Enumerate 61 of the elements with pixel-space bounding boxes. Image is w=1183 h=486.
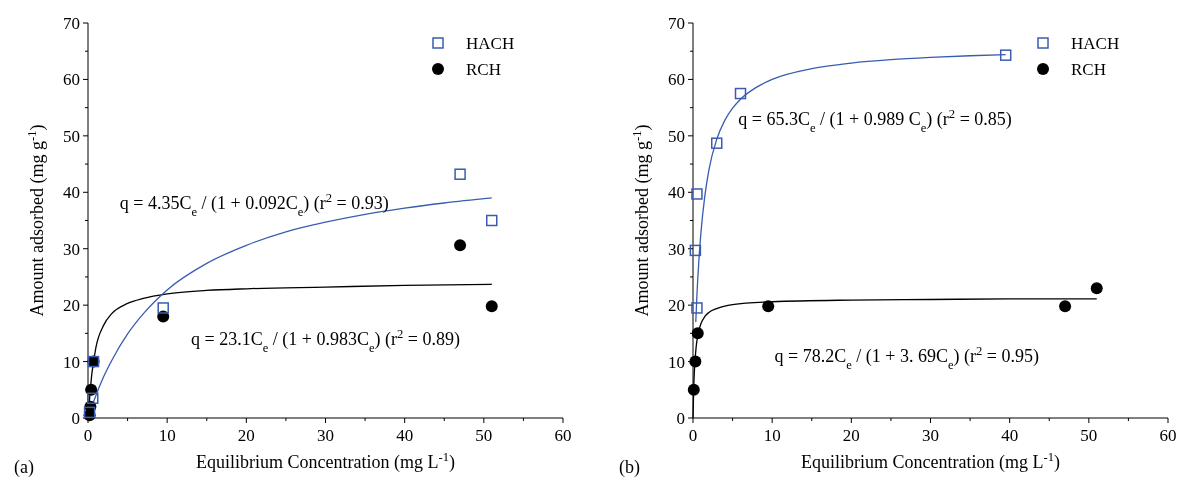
point [485, 300, 498, 313]
legend-label: HACH [1071, 34, 1120, 53]
y-tick-label: 40 [63, 183, 80, 203]
legend-label: RCH [1071, 60, 1106, 79]
point [687, 383, 700, 396]
x-tick-label: 10 [158, 426, 176, 445]
x-axis-title: Equilibrium Concentration (mg L$^{-1}$) [801, 450, 1060, 473]
y-tick-label: 60 [668, 70, 685, 90]
x-tick-label: 50 [475, 426, 493, 445]
text: (a) [14, 457, 34, 478]
text: (b) [619, 457, 640, 478]
x-tick-label: 0 [83, 426, 93, 445]
x-tick-label: 40 [1001, 426, 1019, 445]
x-tick-label: 20 [237, 426, 255, 445]
y-tick-label: 0 [71, 409, 80, 428]
point [1090, 282, 1103, 295]
point [734, 87, 747, 100]
point [1059, 300, 1072, 313]
point [689, 355, 702, 368]
y-tick-label: 70 [668, 14, 685, 33]
y-tick-label: 0 [676, 409, 685, 428]
point [454, 168, 466, 180]
point [762, 300, 775, 313]
point [87, 392, 99, 404]
annotation: q = 78.2C$_{e}$ / (1 + 3. 69C$_{e}$) (r$^{2}$ = 0.95) [774, 343, 1039, 372]
point [486, 214, 498, 227]
y-tick-label: 20 [63, 296, 80, 316]
annotation: q = 65.3C$_{e}$ / (1 + 0.989 C$_{e}$) (r$^{2}$ = 0.85) [738, 106, 1012, 135]
point [689, 244, 702, 257]
y-tick-label: 30 [668, 239, 685, 259]
x-tick-label: 30 [922, 426, 939, 445]
y-tick-label: 50 [668, 126, 685, 146]
x-tick-label: 30 [317, 426, 334, 445]
x-tick-label: 60 [1159, 426, 1177, 445]
y-tick-label: 70 [63, 14, 80, 33]
x-tick-label: 0 [688, 426, 698, 445]
y-tick-label: 20 [668, 296, 685, 316]
y-tick-label: 50 [63, 126, 80, 146]
y-tick-label: 60 [63, 70, 80, 90]
point [711, 137, 723, 149]
x-tick-label: 50 [1080, 426, 1098, 445]
y-tick-label: 10 [63, 352, 80, 372]
point [999, 49, 1012, 61]
y-tick-label: 40 [668, 183, 685, 203]
y-tick-label: 30 [63, 239, 80, 259]
point [85, 383, 98, 396]
legend-label: RCH [466, 60, 501, 79]
point [691, 302, 703, 314]
point [691, 327, 704, 340]
point [691, 188, 703, 200]
legend-label: HACH [466, 34, 515, 53]
point [454, 239, 467, 252]
x-tick-label: 10 [763, 426, 781, 445]
x-axis-title: Equilibrium Concentration (mg L$^{-1}$) [196, 450, 455, 473]
x-tick-label: 20 [842, 426, 860, 445]
x-tick-label: 40 [396, 426, 414, 445]
annotation: q = 23.1C$_{e}$ / (1 + 0.983C$_{e}$) (r$^{2}$ = 0.89) [191, 326, 460, 355]
annotation: q = 4.35C$_{e}$ / (1 + 0.092C$_{e}$) (r$^{2}$ = 0.93) [119, 191, 389, 220]
y-tick-label: 10 [668, 352, 685, 372]
point [157, 302, 169, 314]
x-tick-label: 60 [554, 426, 572, 445]
